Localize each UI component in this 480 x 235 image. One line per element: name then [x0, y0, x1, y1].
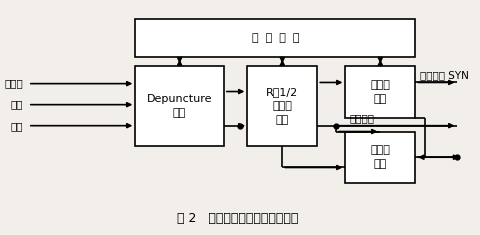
Text: 图 2   维特比译码器实现总体框图: 图 2 维特比译码器实现总体框图 [177, 212, 299, 225]
Text: 软信息: 软信息 [4, 79, 23, 89]
Text: 译码输出: 译码输出 [350, 113, 375, 123]
Bar [247, 66, 317, 145]
Text: 控  制  电  路: 控 制 电 路 [252, 33, 299, 43]
Text: 误码率
监控: 误码率 监控 [371, 145, 390, 169]
Text: 时钟: 时钟 [11, 121, 23, 131]
Bar [135, 66, 224, 145]
Text: 码率: 码率 [11, 100, 23, 110]
Text: 自同步
监控: 自同步 监控 [371, 80, 390, 104]
Bar [345, 132, 415, 183]
Text: R＝1/2
维特比
译码: R＝1/2 维特比 译码 [266, 87, 299, 125]
Text: Depuncture
模块: Depuncture 模块 [147, 94, 212, 118]
Text: 同步标识 SYN: 同步标识 SYN [420, 70, 469, 80]
Bar [345, 66, 415, 118]
Bar [135, 19, 415, 57]
